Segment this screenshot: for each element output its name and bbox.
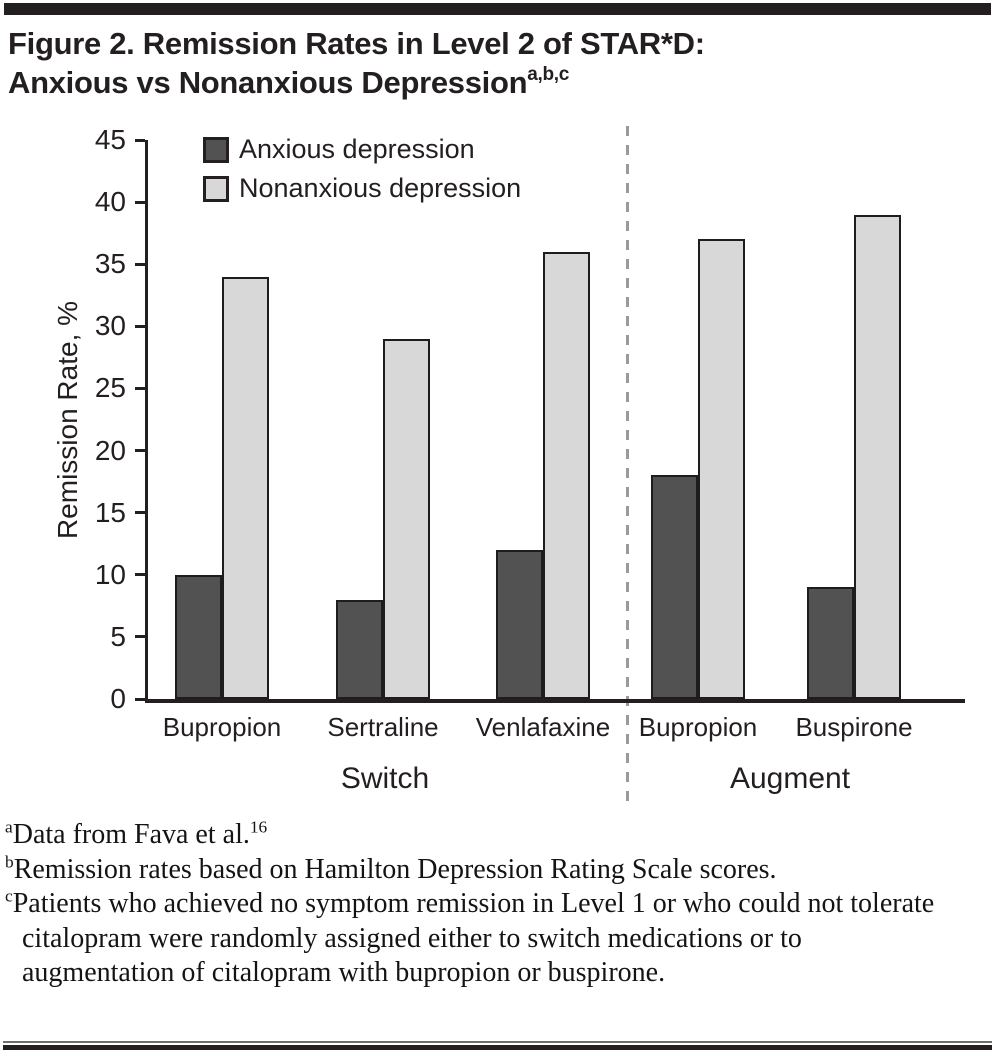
x-category-label-sertraline-1: Sertraline — [327, 712, 439, 742]
x-category-label-bupropion-3: Bupropion — [638, 712, 758, 742]
bar-nonanxious-venlafaxine-2 — [543, 252, 590, 699]
y-tick-25 — [135, 386, 145, 390]
legend-swatch-nonanxious — [203, 175, 229, 202]
legend-label-nonanxious: Nonanxious depression — [239, 173, 522, 203]
y-tick-label-30: 30 — [94, 310, 126, 342]
bar-nonanxious-buspirone-4 — [854, 215, 901, 699]
y-tick-label-15: 15 — [94, 496, 126, 528]
y-tick-0 — [135, 697, 145, 701]
x-category-label-bupropion-0: Bupropion — [162, 712, 282, 742]
group-label-switch: Switch — [340, 762, 430, 795]
y-tick-30 — [135, 324, 145, 328]
legend-item-anxious: Anxious depression — [203, 134, 521, 165]
bottom-rule-thick — [3, 1045, 992, 1050]
bar-anxious-bupropion-0 — [175, 575, 222, 699]
y-tick-label-40: 40 — [94, 186, 126, 218]
bar-anxious-sertraline-1 — [336, 600, 383, 699]
bar-anxious-buspirone-4 — [807, 587, 854, 699]
y-tick-10 — [135, 573, 145, 577]
footnote-b: bRemission rates based on Hamilton Depre… — [5, 852, 777, 885]
legend: Anxious depression Nonanxious depression — [203, 134, 521, 212]
bar-nonanxious-sertraline-1 — [383, 339, 430, 699]
plot-area: 0 5 10 15 20 25 30 35 40 45 — [95, 124, 965, 714]
figure-title: Figure 2. Remission Rates in Level 2 of … — [8, 24, 705, 102]
y-tick-45 — [135, 138, 145, 142]
y-tick-label-5: 5 — [110, 620, 126, 652]
bar-anxious-bupropion-3 — [651, 475, 698, 699]
y-tick-5 — [135, 635, 145, 639]
y-tick-label-45: 45 — [94, 124, 126, 155]
bar-nonanxious-bupropion-3 — [698, 239, 745, 699]
x-category-label-venlafaxine-2: Venlafaxine — [475, 712, 611, 742]
y-tick-label-20: 20 — [94, 434, 126, 466]
legend-item-nonanxious: Nonanxious depression — [203, 173, 521, 204]
footnote-reference-number: 16 — [249, 817, 268, 837]
y-tick-40 — [135, 200, 145, 204]
bar-anxious-venlafaxine-2 — [496, 550, 543, 699]
figure-title-line2-text: Anxious vs Nonanxious Depression — [8, 65, 528, 100]
title-superscript: a,b,c — [527, 63, 570, 85]
group-label-augment: Augment — [729, 762, 851, 795]
footnote-marker-b: b — [5, 852, 14, 872]
footnote-c: cPatients who achieved no symptom remiss… — [5, 886, 935, 988]
y-tick-15 — [135, 511, 145, 515]
bottom-rule-thin — [3, 1041, 992, 1043]
y-tick-20 — [135, 449, 145, 453]
y-tick-label-35: 35 — [94, 248, 126, 280]
figure-title-line1: Figure 2. Remission Rates in Level 2 of … — [8, 26, 705, 61]
y-tick-label-0: 0 — [110, 683, 126, 714]
x-category-label-buspirone-4: Buspirone — [795, 712, 913, 742]
legend-label-anxious: Anxious depression — [239, 134, 475, 164]
footnote-marker-c: c — [5, 886, 13, 906]
footnote-marker-a: a — [5, 817, 13, 837]
y-tick-35 — [135, 262, 145, 266]
bar-nonanxious-bupropion-0 — [222, 277, 269, 699]
footnotes: aData from Fava et al.16 bRemission rates… — [5, 818, 945, 991]
top-rule — [4, 3, 991, 15]
switch-augment-divider — [626, 126, 629, 802]
figure-title-line2: Anxious vs Nonanxious Depressiona,b,c — [8, 63, 705, 102]
legend-swatch-anxious — [203, 136, 229, 163]
footnote-a: aData from Fava et al.16 — [5, 817, 268, 850]
y-tick-label-25: 25 — [94, 372, 126, 404]
y-tick-label-10: 10 — [94, 558, 126, 590]
